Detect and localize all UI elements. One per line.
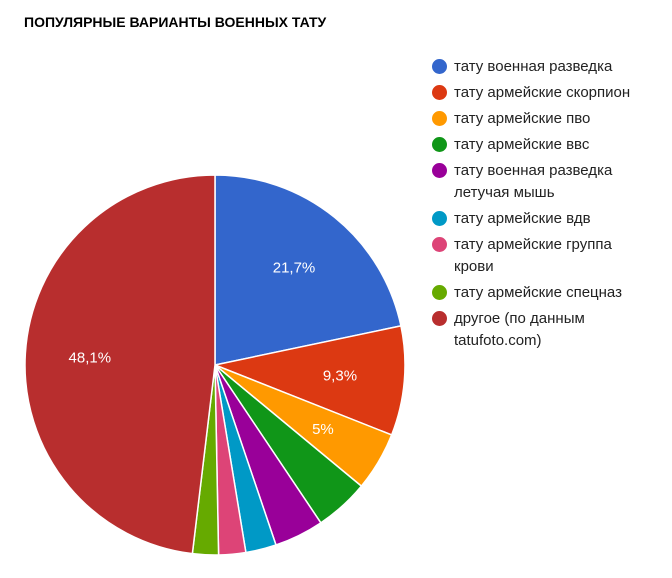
legend-label: тату армейские группа крови (454, 236, 612, 275)
pie-slice[interactable] (24, 174, 216, 555)
legend-item[interactable]: тату армейские ввс (432, 134, 662, 156)
legend-item[interactable]: тату армейские вдв (432, 208, 662, 230)
legend-dot-icon (432, 111, 447, 126)
slice-value-label: 48,1% (69, 350, 112, 367)
pie-labels: 21,7% 9,3% 5% 48,1% (69, 260, 358, 438)
legend-label: тату военная разведка (454, 58, 613, 75)
legend-dot-icon (432, 285, 447, 300)
legend-item[interactable]: тату армейские спецназ (432, 282, 662, 304)
slice-value-label: 21,7% (273, 260, 316, 277)
legend-dot-icon (432, 163, 447, 178)
legend-label: тату армейские вдв (454, 210, 591, 227)
pie-slices (24, 174, 406, 556)
legend-label: тату армейские скорпион (454, 84, 631, 101)
slice-value-label: 5% (312, 421, 334, 438)
legend-item[interactable]: тату армейские скорпион (432, 82, 662, 104)
legend-label: тату армейские ввс (454, 136, 590, 153)
legend-dot-icon (432, 59, 447, 74)
legend-label: тату армейские спецназ (454, 284, 622, 301)
legend-item[interactable]: тату военная разведка (432, 56, 662, 78)
legend-item[interactable]: тату военная разведка летучая мышь (432, 160, 654, 204)
legend: тату военная разведка тату армейские ско… (432, 56, 662, 356)
legend-dot-icon (432, 85, 447, 100)
legend-dot-icon (432, 311, 447, 326)
legend-item[interactable]: другое (по данным tatufoto.com) (432, 308, 644, 352)
slice-value-label: 9,3% (323, 368, 357, 385)
legend-dot-icon (432, 211, 447, 226)
legend-dot-icon (432, 237, 447, 252)
pie-slice[interactable] (214, 174, 402, 366)
legend-dot-icon (432, 137, 447, 152)
legend-item[interactable]: тату армейские пво (432, 108, 662, 130)
chart-title: ПОПУЛЯРНЫЕ ВАРИАНТЫ ВОЕННЫХ ТАТУ (24, 14, 327, 30)
legend-label: тату военная разведка летучая мышь (454, 162, 613, 201)
legend-item[interactable]: тату армейские группа крови (432, 234, 654, 278)
pie-slice[interactable] (212, 324, 406, 436)
legend-label: другое (по данным tatufoto.com) (454, 310, 585, 349)
legend-label: тату армейские пво (454, 110, 591, 127)
